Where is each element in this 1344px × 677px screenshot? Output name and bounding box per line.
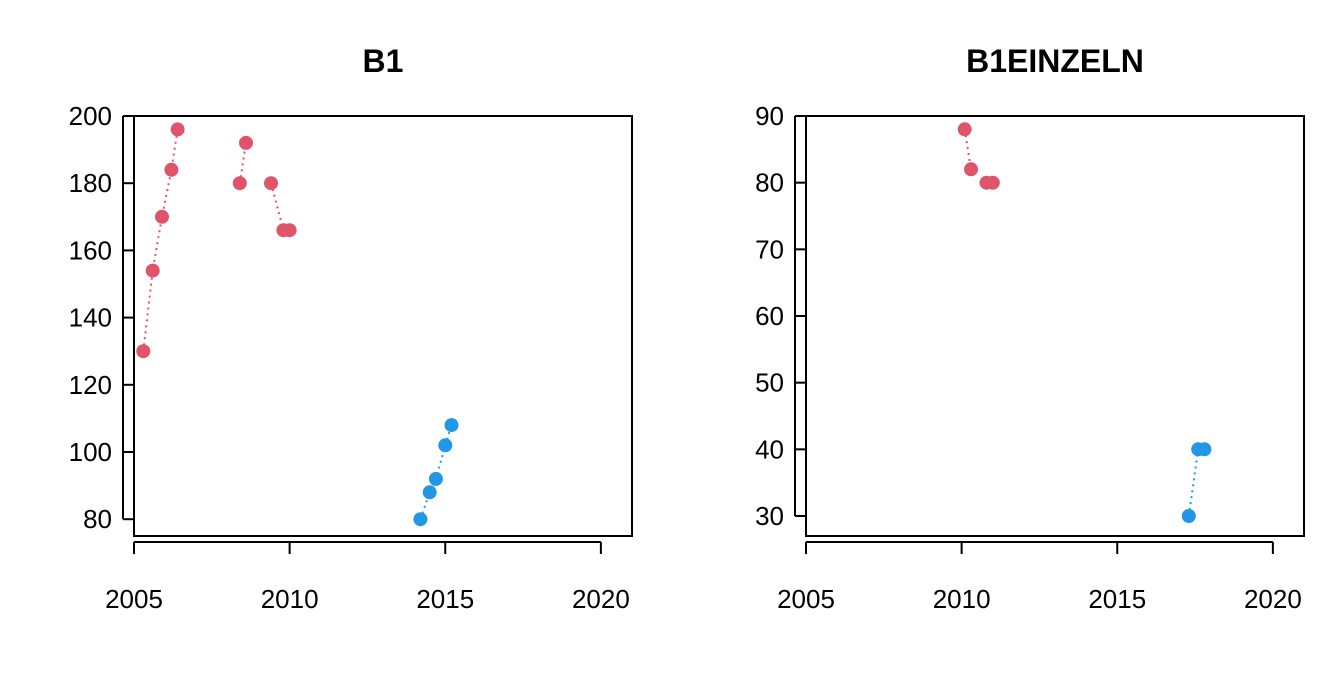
- data-point: [282, 223, 297, 238]
- series-0: [136, 122, 297, 359]
- y-tick-label: 80: [83, 504, 112, 534]
- data-point: [1197, 442, 1212, 457]
- series-0: [957, 122, 1000, 190]
- data-point: [422, 485, 437, 500]
- x-tick-label: 2005: [105, 584, 163, 614]
- chart-title: B1EINZELN: [966, 43, 1144, 79]
- data-point: [438, 438, 453, 453]
- series-1: [413, 418, 459, 527]
- x-tick-label: 2015: [1088, 584, 1146, 614]
- y-tick-label: 100: [69, 437, 112, 467]
- y-tick-label: 140: [69, 303, 112, 333]
- data-point: [985, 175, 1000, 190]
- data-point: [164, 162, 179, 177]
- y-tick-label: 50: [755, 368, 784, 398]
- data-point: [428, 471, 443, 486]
- plot-frame: [805, 115, 1305, 537]
- x-tick-label: 2015: [416, 584, 474, 614]
- data-point: [413, 512, 428, 527]
- data-point: [444, 418, 459, 433]
- data-point: [145, 263, 160, 278]
- y-tick-label: 120: [69, 370, 112, 400]
- data-point: [239, 135, 253, 150]
- x-tick-label: 2010: [261, 584, 319, 614]
- data-point: [1181, 509, 1196, 523]
- series-1: [1181, 442, 1212, 523]
- chart-panel-b1einzeln: B1EINZELN 30 40 50 60 70 80 90 2005 2010 2015 2020: [672, 0, 1344, 677]
- plot-frame: [133, 115, 633, 537]
- x-tick-label: 2020: [1244, 584, 1302, 614]
- data-point: [136, 344, 151, 359]
- data-point: [964, 162, 978, 177]
- data-point: [264, 176, 278, 191]
- y-tick-label: 80: [755, 168, 784, 198]
- y-tick-label: 200: [69, 101, 112, 131]
- series-connector: [1187, 448, 1205, 517]
- x-tick-label: 2020: [572, 584, 630, 614]
- y-tick-label: 30: [755, 501, 784, 531]
- y-tick-label: 90: [755, 101, 784, 131]
- chart-panel-b1: B1 80 100 120 140 160 180 200 2005 2010 2015 2020: [69, 43, 633, 614]
- x-tick-label: 2010: [933, 584, 991, 614]
- data-point: [957, 122, 972, 137]
- data-point: [232, 176, 247, 191]
- y-tick-label: 60: [755, 301, 784, 331]
- chart-b1einzeln: B1EINZELN 30 40 50 60 70 80 90 2005 2010 2015 2020: [755, 43, 1305, 614]
- data-point: [170, 122, 185, 137]
- chart-b1: B1 80 100 120 140 160 180 200 2005 2010 2015 2020: [69, 43, 633, 614]
- y-tick-label: 70: [755, 234, 784, 264]
- y-tick-label: 40: [755, 434, 784, 464]
- x-tick-label: 2005: [777, 584, 835, 614]
- series-connector: [270, 182, 290, 232]
- chart-title: B1: [363, 43, 404, 79]
- y-tick-label: 160: [69, 235, 112, 265]
- data-point: [155, 209, 169, 224]
- series-connector: [142, 129, 179, 352]
- y-tick-label: 180: [69, 168, 112, 198]
